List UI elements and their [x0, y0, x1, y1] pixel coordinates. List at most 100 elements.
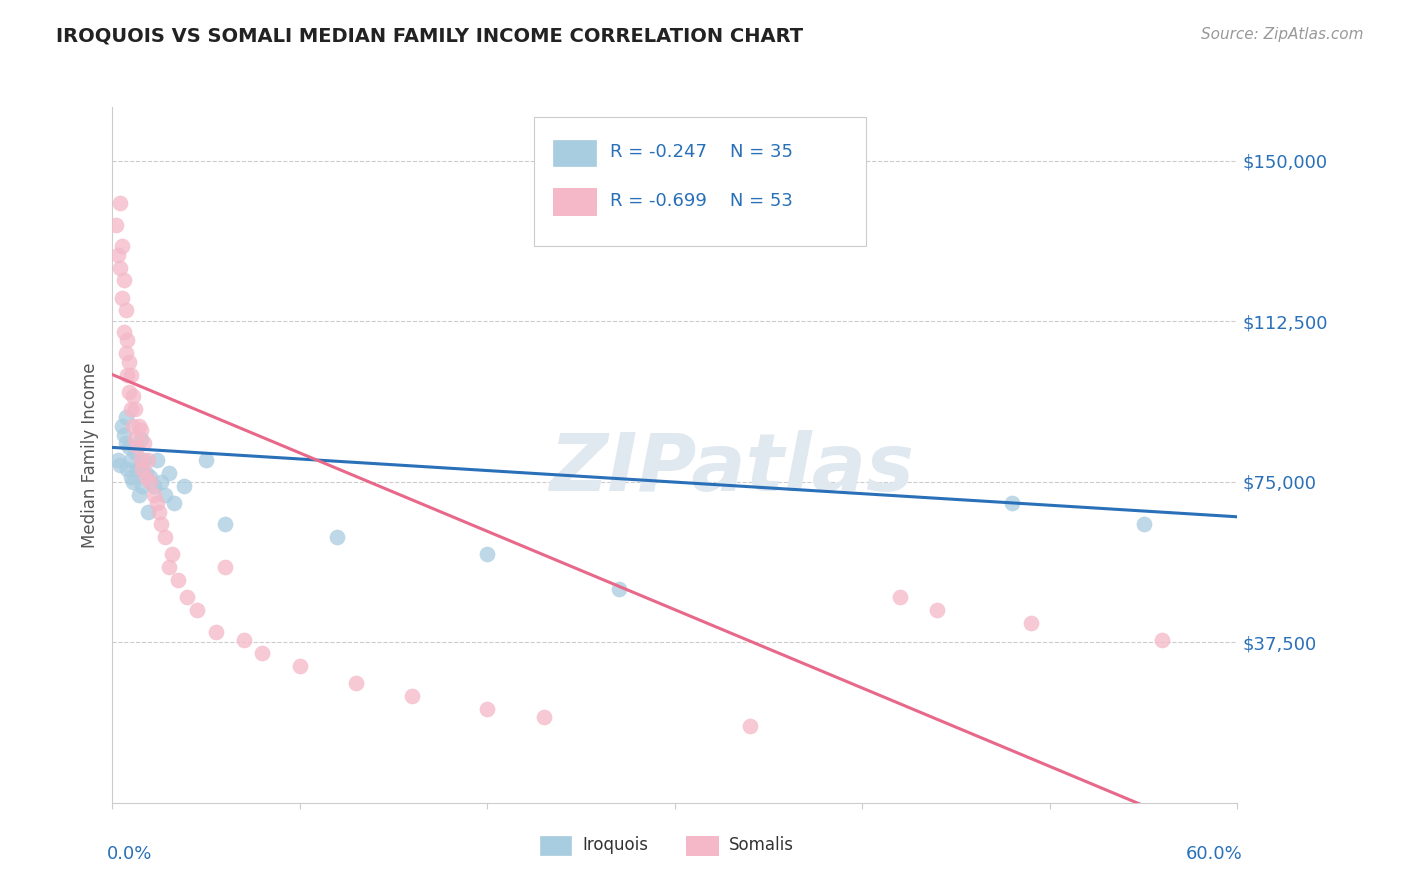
- Point: [1152, 633, 1174, 648]
- Point: [139, 470, 162, 484]
- FancyBboxPatch shape: [534, 118, 866, 246]
- Point: [120, 401, 142, 416]
- Point: [122, 475, 145, 489]
- Point: [1019, 615, 1042, 630]
- Point: [131, 479, 153, 493]
- Point: [153, 530, 176, 544]
- Point: [1001, 496, 1024, 510]
- FancyBboxPatch shape: [554, 140, 596, 166]
- Point: [117, 368, 139, 382]
- Text: IROQUOIS VS SOMALI MEDIAN FAMILY INCOME CORRELATION CHART: IROQUOIS VS SOMALI MEDIAN FAMILY INCOME …: [56, 27, 803, 45]
- Point: [129, 432, 152, 446]
- Text: R = -0.699    N = 53: R = -0.699 N = 53: [610, 192, 793, 210]
- Text: Iroquois: Iroquois: [582, 836, 648, 855]
- FancyBboxPatch shape: [554, 188, 596, 215]
- Point: [477, 548, 499, 562]
- Point: [107, 248, 129, 262]
- Point: [118, 441, 141, 455]
- Point: [120, 368, 142, 382]
- Point: [108, 196, 131, 211]
- Text: 0.0%: 0.0%: [107, 845, 152, 863]
- Point: [288, 658, 311, 673]
- Point: [114, 303, 136, 318]
- Point: [128, 419, 150, 434]
- Point: [131, 462, 153, 476]
- Point: [120, 470, 142, 484]
- FancyBboxPatch shape: [540, 836, 571, 855]
- Point: [134, 453, 156, 467]
- Point: [108, 458, 131, 472]
- Point: [117, 462, 139, 476]
- Point: [118, 355, 141, 369]
- Point: [117, 334, 139, 348]
- Point: [122, 389, 145, 403]
- Point: [533, 710, 555, 724]
- Point: [114, 410, 136, 425]
- Point: [125, 462, 148, 476]
- Point: [186, 603, 208, 617]
- Point: [105, 218, 128, 232]
- Point: [136, 505, 159, 519]
- Point: [135, 470, 157, 484]
- Point: [136, 453, 159, 467]
- Point: [118, 384, 141, 399]
- Point: [146, 496, 169, 510]
- Point: [150, 517, 173, 532]
- Point: [607, 582, 630, 596]
- Point: [124, 401, 146, 416]
- Point: [150, 475, 173, 489]
- Point: [122, 419, 145, 434]
- Point: [214, 517, 236, 532]
- Point: [157, 560, 180, 574]
- Point: [139, 475, 162, 489]
- Point: [738, 719, 761, 733]
- Point: [146, 453, 169, 467]
- Point: [401, 689, 423, 703]
- Point: [326, 530, 349, 544]
- Point: [129, 453, 152, 467]
- Point: [112, 325, 135, 339]
- Point: [129, 458, 152, 472]
- Point: [252, 646, 274, 660]
- Point: [163, 496, 186, 510]
- Y-axis label: Median Family Income: Median Family Income: [82, 362, 100, 548]
- Point: [195, 453, 218, 467]
- Text: Source: ZipAtlas.com: Source: ZipAtlas.com: [1201, 27, 1364, 42]
- Point: [108, 260, 131, 275]
- Point: [214, 560, 236, 574]
- Point: [135, 466, 157, 480]
- Point: [477, 701, 499, 715]
- Point: [176, 591, 198, 605]
- FancyBboxPatch shape: [686, 836, 717, 855]
- Point: [129, 423, 152, 437]
- Point: [204, 624, 226, 639]
- Point: [125, 441, 148, 455]
- Text: 60.0%: 60.0%: [1187, 845, 1243, 863]
- Point: [128, 487, 150, 501]
- Point: [1132, 517, 1154, 532]
- Point: [232, 633, 254, 648]
- Text: R = -0.247    N = 35: R = -0.247 N = 35: [610, 144, 793, 161]
- Point: [344, 676, 367, 690]
- Point: [927, 603, 949, 617]
- Point: [134, 436, 156, 450]
- Point: [142, 487, 165, 501]
- Point: [167, 573, 190, 587]
- Point: [111, 419, 134, 434]
- Text: Somalis: Somalis: [728, 836, 794, 855]
- Text: ZIPatlas: ZIPatlas: [548, 430, 914, 508]
- Point: [114, 346, 136, 360]
- Point: [142, 479, 165, 493]
- Point: [157, 466, 180, 480]
- Point: [124, 444, 146, 458]
- Point: [107, 453, 129, 467]
- Point: [148, 505, 170, 519]
- Point: [173, 479, 195, 493]
- Point: [124, 432, 146, 446]
- Point: [153, 487, 176, 501]
- Point: [111, 291, 134, 305]
- Point: [112, 273, 135, 287]
- Point: [120, 453, 142, 467]
- Point: [889, 591, 911, 605]
- Point: [112, 427, 135, 442]
